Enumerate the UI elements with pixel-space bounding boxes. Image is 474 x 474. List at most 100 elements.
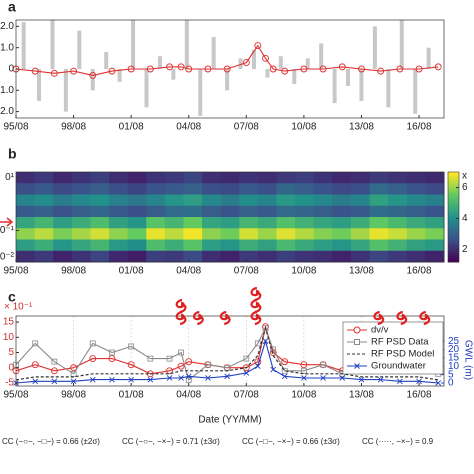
heat-cell (276, 183, 296, 195)
marker (89, 355, 97, 363)
heat-cell (388, 205, 408, 218)
heat-cell (34, 228, 54, 240)
marker (358, 376, 365, 383)
heat-cell (369, 172, 389, 184)
heat-cell (295, 239, 315, 252)
colorbar-segment (448, 221, 459, 225)
legend-label: Groundwater (371, 361, 426, 372)
heat-cell (16, 239, 36, 252)
marker (338, 63, 346, 71)
heat-cell (109, 250, 129, 263)
heat-cell (350, 172, 371, 184)
heat-cell (53, 194, 73, 207)
heat-cell (34, 239, 54, 252)
storm-icon (175, 310, 187, 326)
heat-cell (239, 228, 259, 240)
heat-cell (127, 228, 147, 240)
y-tick-label: -2.0 (0, 106, 14, 117)
x-tick-label: 13/08 (349, 390, 374, 401)
legend-marker (353, 326, 361, 334)
heat-cell (369, 217, 389, 229)
heat-cell (183, 172, 203, 184)
heat-cell (90, 172, 110, 184)
x-tick-label: 10/08 (291, 122, 316, 133)
heat-cell (220, 183, 240, 195)
heat-cell (313, 250, 333, 263)
marker (70, 378, 77, 385)
heat-cell (109, 183, 129, 195)
colorbar-segment (448, 190, 459, 193)
heat-cell (109, 205, 129, 218)
marker (415, 65, 423, 73)
marker (185, 358, 193, 366)
legend-label: RF PSD Model (371, 349, 434, 360)
heat-cell (313, 205, 333, 218)
heat-cell (276, 205, 296, 218)
marker (223, 65, 231, 73)
heat-cell (295, 205, 315, 218)
heat-cell (257, 172, 278, 184)
panel-label: c (8, 289, 16, 305)
marker (178, 349, 184, 356)
marker (51, 378, 58, 385)
heat-cell (90, 183, 110, 195)
heat-cell (295, 228, 315, 240)
colorbar-segment (448, 210, 459, 213)
heat-cell (332, 205, 352, 218)
x-tick-label: 95/08 (3, 122, 28, 133)
legend-label: dv/v (371, 325, 389, 336)
heat-cell (257, 217, 278, 229)
x-tick-label: 98/08 (61, 266, 86, 277)
heat-cell (146, 194, 166, 207)
marker (128, 376, 134, 383)
heat-cell (16, 228, 36, 240)
heat-cell (313, 228, 333, 240)
heat-cell (71, 205, 91, 218)
y2-tick-label: 20 (448, 344, 460, 355)
heat-cell (313, 239, 333, 252)
heat-cell (183, 183, 203, 195)
heat-cell (164, 217, 184, 229)
heat-cell (313, 217, 333, 229)
cc-annotation: CC (·····, −×−) = 0.9 (362, 437, 434, 446)
x-tick-label: 04/08 (176, 122, 201, 133)
heat-cell (34, 217, 54, 229)
heat-cell (53, 239, 73, 252)
heat-cell (34, 172, 54, 184)
heat-cell (257, 250, 278, 263)
marker (166, 375, 173, 381)
x-tick-label: 98/08 (61, 122, 86, 133)
heat-cell (369, 183, 389, 195)
marker (166, 63, 173, 71)
heat-cell (257, 239, 278, 252)
marker (320, 375, 326, 381)
heat-cell (239, 205, 259, 218)
heat-cell (202, 183, 222, 195)
marker (301, 375, 307, 381)
heat-cell (369, 228, 389, 240)
colorbar-segment (448, 178, 459, 182)
marker (269, 65, 277, 73)
heat-cell (350, 217, 371, 229)
colorbar-segment (448, 232, 459, 236)
heat-cell (313, 172, 333, 184)
marker (32, 378, 39, 385)
heat-cell (239, 194, 259, 207)
colorbar-segment (448, 185, 459, 189)
heat-cell (388, 194, 408, 207)
heat-cell (53, 250, 73, 263)
marker (147, 376, 154, 383)
series-line (15, 339, 439, 384)
x-tick-label: 16/08 (407, 122, 432, 133)
marker (50, 367, 58, 375)
colorbar-segment (448, 192, 459, 195)
heat-cell (34, 194, 54, 207)
colorbar-segment (448, 217, 459, 220)
heat-cell (202, 228, 222, 240)
heat-cell (146, 239, 166, 252)
heat-cell (425, 194, 445, 207)
y2-tick-label: 15 (448, 353, 460, 364)
heat-cell (425, 239, 445, 252)
heat-cell (220, 239, 240, 252)
x-tick-label: 04/08 (176, 266, 201, 277)
